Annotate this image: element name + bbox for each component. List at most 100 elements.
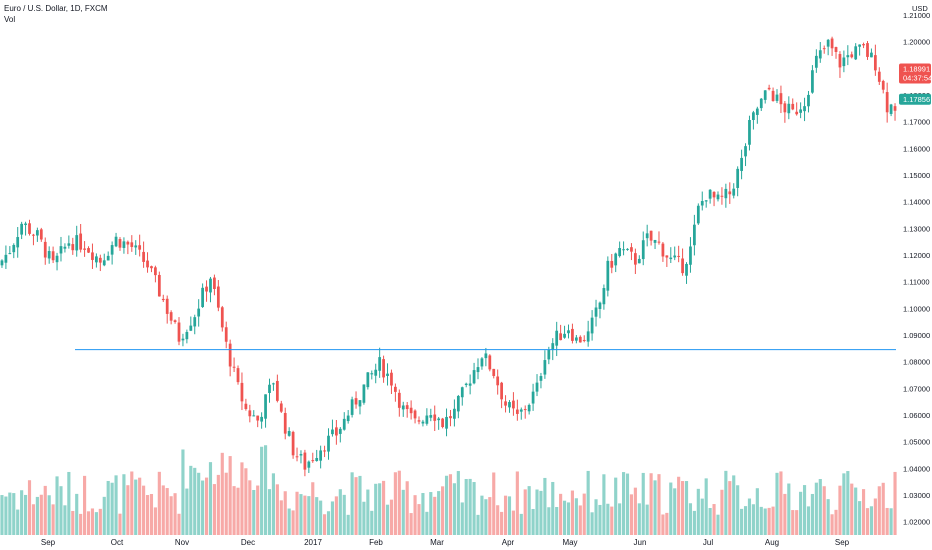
- candle-body: [779, 93, 783, 105]
- candle-body: [598, 302, 602, 309]
- candle-body: [504, 401, 507, 406]
- volume-indicator-label[interactable]: Vol: [4, 15, 16, 24]
- candle-body: [728, 191, 732, 195]
- candle-body: [492, 368, 496, 376]
- volume-bar: [425, 511, 429, 535]
- candle-body: [822, 48, 826, 50]
- volume-bar: [27, 480, 32, 535]
- candle-body: [783, 103, 787, 113]
- volume-bar: [441, 486, 445, 535]
- candle-body: [531, 391, 535, 404]
- candle-body: [315, 458, 319, 461]
- volume-bar: [303, 495, 307, 535]
- volume-bar: [189, 465, 193, 535]
- candle-body: [464, 383, 468, 386]
- candle-body: [630, 247, 633, 252]
- candle-body: [441, 418, 444, 428]
- candle-body: [755, 108, 759, 115]
- volume-bar: [511, 510, 515, 535]
- candle-body: [567, 330, 570, 334]
- volume-bar: [433, 496, 437, 535]
- price-tick-label: 1.02000: [903, 518, 930, 527]
- volume-bar: [43, 485, 47, 535]
- volume-bar: [98, 508, 102, 535]
- candle-body: [826, 39, 830, 47]
- candle-body: [732, 188, 736, 196]
- volume-bar: [464, 479, 468, 535]
- volume-bar: [740, 508, 744, 535]
- candle-body: [201, 287, 204, 308]
- volume-bar: [429, 492, 433, 535]
- volume-bar: [110, 482, 114, 535]
- volume-bar: [358, 475, 362, 535]
- time-axis[interactable]: Sep Oct Nov Dec 2017 Feb Mar Apr May Jun Jul Aug Sep: [41, 538, 850, 547]
- candle-body: [142, 251, 145, 262]
- volume-bar: [531, 508, 535, 535]
- volume-bar: [39, 494, 43, 535]
- candle-body: [87, 248, 90, 253]
- volume-bar: [759, 506, 763, 535]
- volume-bar: [771, 506, 775, 535]
- candle-body: [417, 420, 421, 422]
- volume-bar: [114, 475, 118, 535]
- candle-body: [122, 241, 126, 248]
- price-tick-label: 1.05000: [903, 438, 930, 447]
- volume-bar: [783, 493, 787, 535]
- volume-bar: [704, 478, 708, 535]
- time-tick-label: 2017: [304, 538, 322, 547]
- volume-bar: [547, 507, 551, 535]
- candle-body: [39, 229, 43, 240]
- candle-body: [173, 320, 177, 323]
- volume-bar: [681, 481, 685, 535]
- volume-bar: [893, 471, 897, 535]
- candle-body: [555, 330, 559, 346]
- volume-bar: [240, 462, 244, 535]
- candle-body: [752, 112, 755, 121]
- candle-body: [850, 54, 854, 58]
- volume-bar: [657, 474, 661, 535]
- volume-bar: [319, 500, 323, 535]
- volume-bar: [283, 491, 287, 535]
- volume-bar: [161, 485, 165, 535]
- volume-bar: [236, 487, 240, 535]
- volume-bar: [716, 514, 720, 535]
- candle-body: [16, 237, 20, 248]
- volume-bar: [142, 485, 146, 535]
- prev-close-tag: 1.17856: [899, 93, 931, 105]
- volume-bar: [252, 489, 256, 535]
- volume-bar: [763, 508, 767, 535]
- candle-body: [287, 431, 291, 436]
- volume-bar: [586, 470, 590, 535]
- time-tick-label: Sep: [41, 538, 56, 547]
- candle-body: [327, 435, 330, 452]
- time-tick-label: Feb: [369, 538, 383, 547]
- volume-bar: [747, 498, 752, 535]
- volume-bar: [795, 510, 799, 535]
- price-axis[interactable]: 1.210001.200001.190001.180001.170001.160…: [903, 11, 930, 527]
- candle-body: [791, 103, 795, 110]
- volume-bar: [653, 480, 657, 535]
- candle-body: [866, 43, 869, 57]
- volume-bar: [614, 477, 618, 535]
- volume-bar: [8, 492, 12, 535]
- candle-body: [862, 44, 865, 46]
- countdown-label: 04:37:54: [903, 74, 932, 83]
- candle-body: [818, 50, 822, 59]
- volume-bar: [456, 471, 460, 535]
- candle-body: [696, 205, 700, 224]
- candle-body: [260, 416, 264, 422]
- candle-body: [138, 245, 142, 250]
- volume-bar: [366, 489, 370, 535]
- prev-close-label: 1.17856: [903, 95, 930, 104]
- volume-bar: [669, 482, 673, 535]
- volume-bar: [291, 510, 295, 535]
- candle-body: [130, 242, 134, 247]
- volume-bar: [779, 471, 783, 535]
- candle-body: [641, 240, 645, 260]
- symbol-title[interactable]: Euro / U.S. Dollar, 1D, FXCM: [4, 4, 108, 13]
- volume-bar: [299, 494, 303, 535]
- candle-body: [189, 325, 193, 331]
- candle-body: [445, 416, 448, 429]
- candle-body: [771, 90, 775, 102]
